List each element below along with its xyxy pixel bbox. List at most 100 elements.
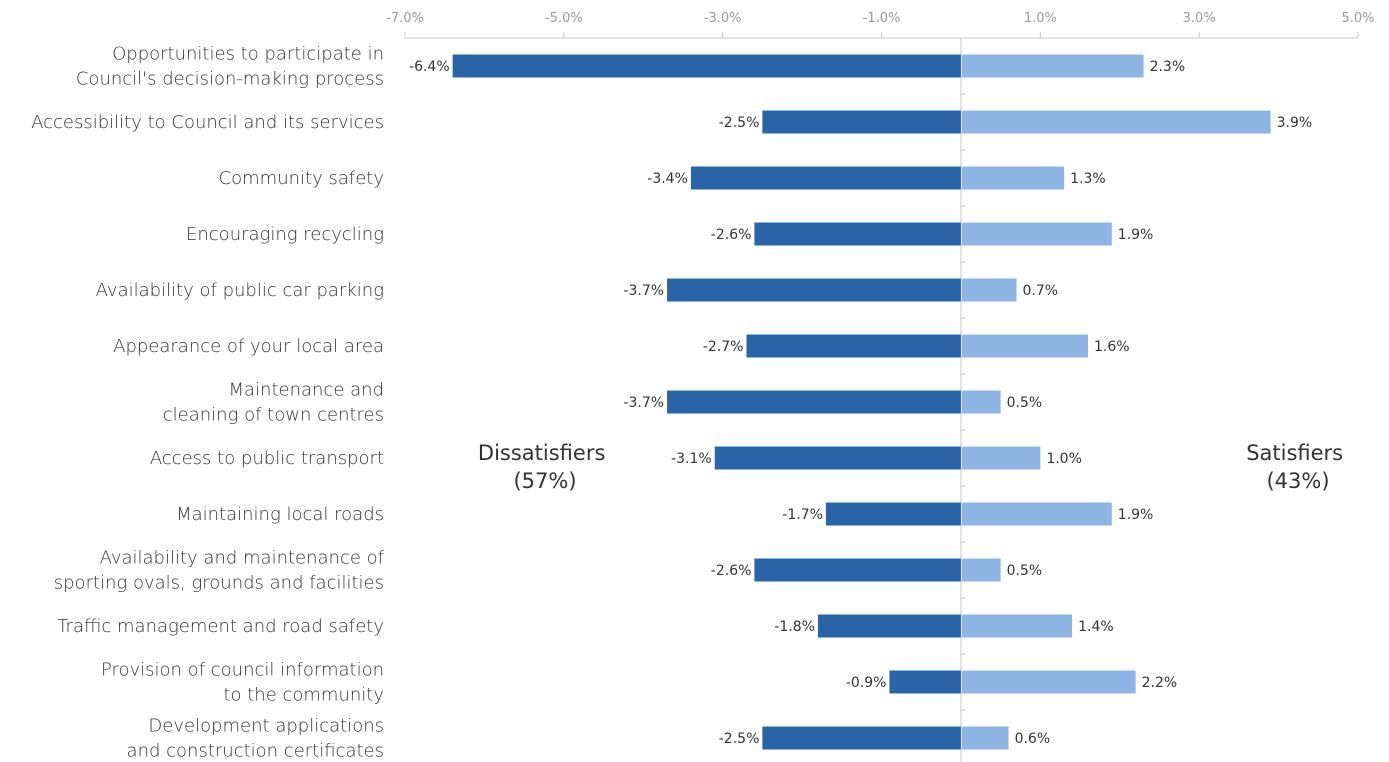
satisfier-value-label: 1.4% xyxy=(1078,619,1114,635)
dissatisfier-bar xyxy=(667,278,961,302)
dissatisfier-value-label: -3.4% xyxy=(647,171,688,187)
satisfiers-annotation: Satisfiers (43%) xyxy=(1246,441,1350,493)
satisfier-value-label: 1.9% xyxy=(1118,227,1154,243)
label-layer: Opportunities to participate in Council's… xyxy=(31,44,1312,762)
x-tick-label: 3.0% xyxy=(1183,11,1216,26)
satisfier-value-label: 1.0% xyxy=(1046,451,1082,467)
dissatisfier-bar xyxy=(452,54,961,78)
satisfier-value-label: 2.2% xyxy=(1142,675,1178,691)
dissatisfier-value-label: -3.7% xyxy=(623,283,664,299)
category-label: Opportunities to participate in Council's… xyxy=(76,44,384,90)
satisfier-bar xyxy=(961,614,1073,638)
category-label-line: and construction certificates xyxy=(127,741,384,762)
category-label: Appearance of your local area xyxy=(113,336,384,357)
satisfier-value-label: 3.9% xyxy=(1277,115,1313,131)
satisfier-value-label: 1.3% xyxy=(1070,171,1106,187)
category-label-line: Maintenance and xyxy=(228,380,384,401)
annotation-layer: Dissatisfiers (57%) Satisfiers (43%) xyxy=(478,441,1350,493)
dissatisfier-value-label: -2.7% xyxy=(703,339,744,355)
x-tick-label: -3.0% xyxy=(704,11,742,26)
category-label-line: Availability of public car parking xyxy=(96,280,384,301)
category-label: Maintaining local roads xyxy=(176,504,384,525)
x-tick-label: -1.0% xyxy=(863,11,901,26)
satisfier-bar xyxy=(961,726,1009,750)
satisfiers-annotation-title: Satisfiers xyxy=(1246,441,1343,465)
dissatisfier-bar xyxy=(746,334,961,358)
category-label-line: Appearance of your local area xyxy=(113,336,384,357)
category-label: Community safety xyxy=(219,168,384,189)
satisfier-bar xyxy=(961,446,1041,470)
category-label: Traffic management and road safety xyxy=(57,616,384,637)
dissatisfier-value-label: -3.1% xyxy=(671,451,712,467)
dissatisfier-bar xyxy=(817,614,961,638)
dissatisfier-bar xyxy=(690,166,961,190)
dissatisfier-value-label: -1.7% xyxy=(782,507,823,523)
satisfier-value-label: 0.5% xyxy=(1007,395,1043,411)
category-label-line: Encouraging recycling xyxy=(186,224,384,245)
dissatisfier-bar xyxy=(825,502,961,526)
dissatisfiers-annotation: Dissatisfiers (57%) xyxy=(478,441,612,493)
category-label-line: Provision of council information xyxy=(101,660,384,681)
dissatisfier-bar xyxy=(889,670,961,694)
category-label: Encouraging recycling xyxy=(186,224,384,245)
dissatisfier-value-label: -2.6% xyxy=(711,227,752,243)
category-label-line: to the community xyxy=(223,685,384,706)
category-label-line: Opportunities to participate in xyxy=(112,44,384,65)
satisfier-value-label: 1.6% xyxy=(1094,339,1130,355)
dissatisfiers-annotation-title: Dissatisfiers xyxy=(478,441,606,465)
satisfier-bar xyxy=(961,54,1144,78)
x-tick-label: -7.0% xyxy=(386,11,424,26)
satisfier-value-label: 1.9% xyxy=(1118,507,1154,523)
satisfier-bar xyxy=(961,110,1271,134)
bar-layer xyxy=(452,54,1271,750)
satisfier-bar xyxy=(961,166,1065,190)
dissatisfier-value-label: -2.5% xyxy=(719,115,760,131)
satisfier-value-label: 0.7% xyxy=(1023,283,1059,299)
category-label: Development applications and construction… xyxy=(127,716,384,762)
category-label: Maintenance and cleaning of town centres xyxy=(163,380,384,426)
dissatisfier-value-label: -2.6% xyxy=(711,563,752,579)
category-label-line: sporting ovals, grounds and facilities xyxy=(54,573,384,594)
category-label-line: Maintaining local roads xyxy=(176,504,384,525)
category-label: Availability and maintenance of sporting … xyxy=(54,548,385,594)
dissatisfier-value-label: -0.9% xyxy=(846,675,887,691)
category-label-line: Traffic management and road safety xyxy=(57,616,384,637)
satisfier-bar xyxy=(961,334,1088,358)
x-tick-label: -5.0% xyxy=(545,11,583,26)
satisfier-value-label: 2.3% xyxy=(1150,59,1186,75)
dissatisfier-bar xyxy=(754,222,961,246)
satisfier-bar xyxy=(961,278,1017,302)
category-label: Access to public transport xyxy=(150,448,384,469)
satisfier-value-label: 0.5% xyxy=(1007,563,1043,579)
dissatisfier-bar xyxy=(754,558,961,582)
satisfier-bar xyxy=(961,390,1001,414)
satisfier-bar xyxy=(961,670,1136,694)
category-label-line: Development applications xyxy=(148,716,384,737)
satisfier-bar xyxy=(961,222,1112,246)
x-tick-label: 1.0% xyxy=(1024,11,1057,26)
dissatisfier-value-label: -3.7% xyxy=(623,395,664,411)
dissatisfier-value-label: -6.4% xyxy=(409,59,450,75)
category-label-line: Availability and maintenance of xyxy=(100,548,385,569)
category-label-line: Accessibility to Council and its service… xyxy=(31,112,384,133)
satisfier-bar xyxy=(961,502,1112,526)
category-label: Availability of public car parking xyxy=(96,280,384,301)
category-label-line: Council's decision-making process xyxy=(76,69,384,90)
dissatisfier-bar xyxy=(714,446,961,470)
category-label-line: Access to public transport xyxy=(150,448,384,469)
dissatisfier-value-label: -1.8% xyxy=(774,619,815,635)
category-label: Accessibility to Council and its service… xyxy=(31,112,384,133)
satisfiers-annotation-share: (43%) xyxy=(1266,469,1329,493)
dissatisfier-bar xyxy=(762,110,961,134)
dissatisfier-bar xyxy=(762,726,961,750)
x-tick-label: 5.0% xyxy=(1341,11,1374,26)
category-label-line: Community safety xyxy=(219,168,384,189)
dissatisfier-bar xyxy=(667,390,961,414)
category-label-line: cleaning of town centres xyxy=(163,405,384,426)
satisfier-bar xyxy=(961,558,1001,582)
category-label: Provision of council information to the c… xyxy=(101,660,384,706)
dissatisfier-value-label: -2.5% xyxy=(719,731,760,747)
satisfier-value-label: 0.6% xyxy=(1015,731,1051,747)
dissatisfiers-annotation-share: (57%) xyxy=(513,469,576,493)
